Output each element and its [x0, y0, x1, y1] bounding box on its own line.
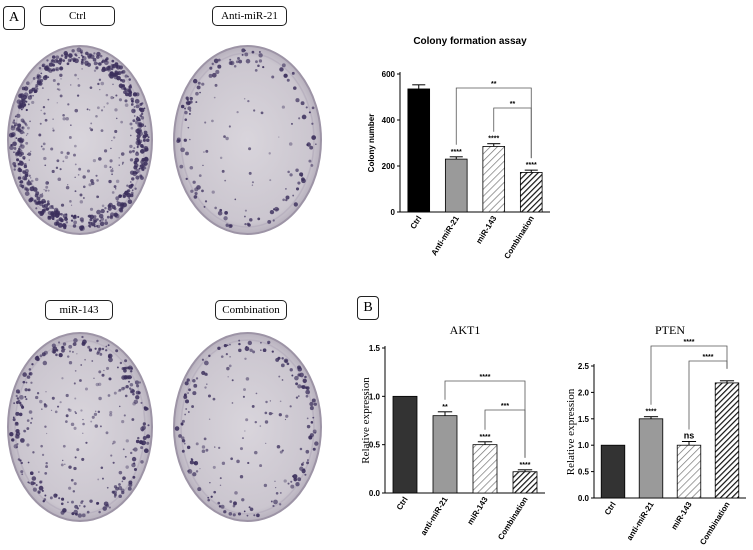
bar — [714, 382, 740, 499]
category-label: miR-143 — [670, 500, 694, 532]
significance-bracket — [650, 345, 728, 405]
colony-chart: Colony formation assay Colony number 0 200 4… — [360, 22, 560, 267]
dish-label-anti-mir-21: Anti-miR-21 — [212, 6, 287, 26]
bracket-label: ** — [510, 101, 516, 108]
category-label: Ctrl — [409, 214, 424, 230]
y-tick-label: 200 — [382, 162, 396, 171]
dish-plate — [173, 45, 322, 235]
dish-label-ctrl: Ctrl — [40, 6, 115, 26]
bar — [519, 172, 543, 213]
significance-label: ns — [684, 431, 695, 441]
y-tick-label: 0 — [391, 208, 396, 217]
chart-title: PTEN — [655, 323, 685, 337]
y-tick-label: 600 — [382, 70, 396, 79]
bar — [676, 444, 702, 499]
category-label: miR-143 — [466, 495, 490, 527]
bar — [512, 471, 538, 494]
significance-label: **** — [480, 434, 491, 441]
chart-title: AKT1 — [450, 323, 481, 337]
category-label: Ctrl — [603, 500, 618, 516]
bar — [600, 444, 626, 499]
significance-label: **** — [451, 149, 462, 156]
bar — [472, 444, 498, 494]
dish-image-ctrl — [4, 38, 156, 238]
significance-label: ** — [442, 404, 448, 411]
dish-plate — [7, 332, 153, 522]
dish-plate — [173, 332, 322, 522]
pten-chart: PTEN Relative expression 0.0 0.5 1.0 1.5 2.0 2.… — [560, 318, 750, 546]
y-axis-label: Colony number — [367, 114, 376, 173]
y-tick-label: 1.0 — [369, 392, 381, 401]
akt1-chart: AKT1 Relative expression 0.0 0.5 1.0 1.5 Ctrl *… — [355, 318, 555, 546]
y-axis-label: Relative expression — [360, 377, 372, 464]
significance-label: **** — [488, 136, 499, 143]
y-tick-label: 1.5 — [369, 344, 381, 353]
significance-bracket — [493, 107, 532, 159]
category-label: Combination — [496, 495, 530, 541]
y-tick-label: 0.5 — [578, 468, 590, 477]
category-label: Combination — [502, 214, 536, 260]
bracket-label: *** — [501, 403, 509, 410]
bar — [407, 88, 431, 213]
bar — [482, 146, 506, 213]
significance-bracket — [484, 409, 526, 458]
chart-title: Colony formation assay — [413, 36, 527, 47]
bar — [444, 158, 468, 213]
bracket-label: ** — [491, 81, 497, 88]
panel-b-label: B — [357, 296, 379, 320]
bar — [392, 395, 418, 494]
y-tick-label: 0.0 — [369, 489, 381, 498]
y-tick-label: 1.5 — [578, 415, 590, 424]
dish-image-combination — [170, 325, 325, 525]
category-label: miR-143 — [474, 214, 498, 246]
y-tick-label: 2.5 — [578, 362, 590, 371]
dish-plate — [7, 45, 153, 235]
category-label: anti-miR-21 — [419, 495, 450, 537]
bracket-label: **** — [684, 339, 695, 346]
category-label: anti-miR-21 — [625, 500, 656, 542]
significance-label: **** — [520, 462, 531, 469]
dish-label-mir-143: miR-143 — [45, 300, 113, 320]
category-label: Anti-miR-21 — [430, 214, 462, 257]
significance-bracket — [688, 360, 728, 430]
dish-image-anti-mir-21 — [170, 38, 325, 238]
category-label: Combination — [698, 500, 732, 546]
bar — [638, 418, 664, 499]
y-tick-label: 0.5 — [369, 441, 381, 450]
significance-label: **** — [526, 162, 537, 169]
category-label: Ctrl — [395, 495, 410, 511]
bracket-label: **** — [480, 374, 491, 381]
y-tick-label: 2.0 — [578, 388, 590, 397]
y-axis-label: Relative expression — [565, 388, 577, 475]
y-tick-label: 400 — [382, 116, 396, 125]
dish-image-mir-143 — [4, 325, 156, 525]
panel-a-label: A — [3, 6, 25, 30]
bracket-label: **** — [703, 354, 714, 361]
y-tick-label: 1.0 — [578, 441, 590, 450]
bar — [432, 415, 458, 494]
significance-label: **** — [646, 409, 657, 416]
dish-label-combination: Combination — [215, 300, 287, 320]
y-tick-label: 0.0 — [578, 494, 590, 503]
